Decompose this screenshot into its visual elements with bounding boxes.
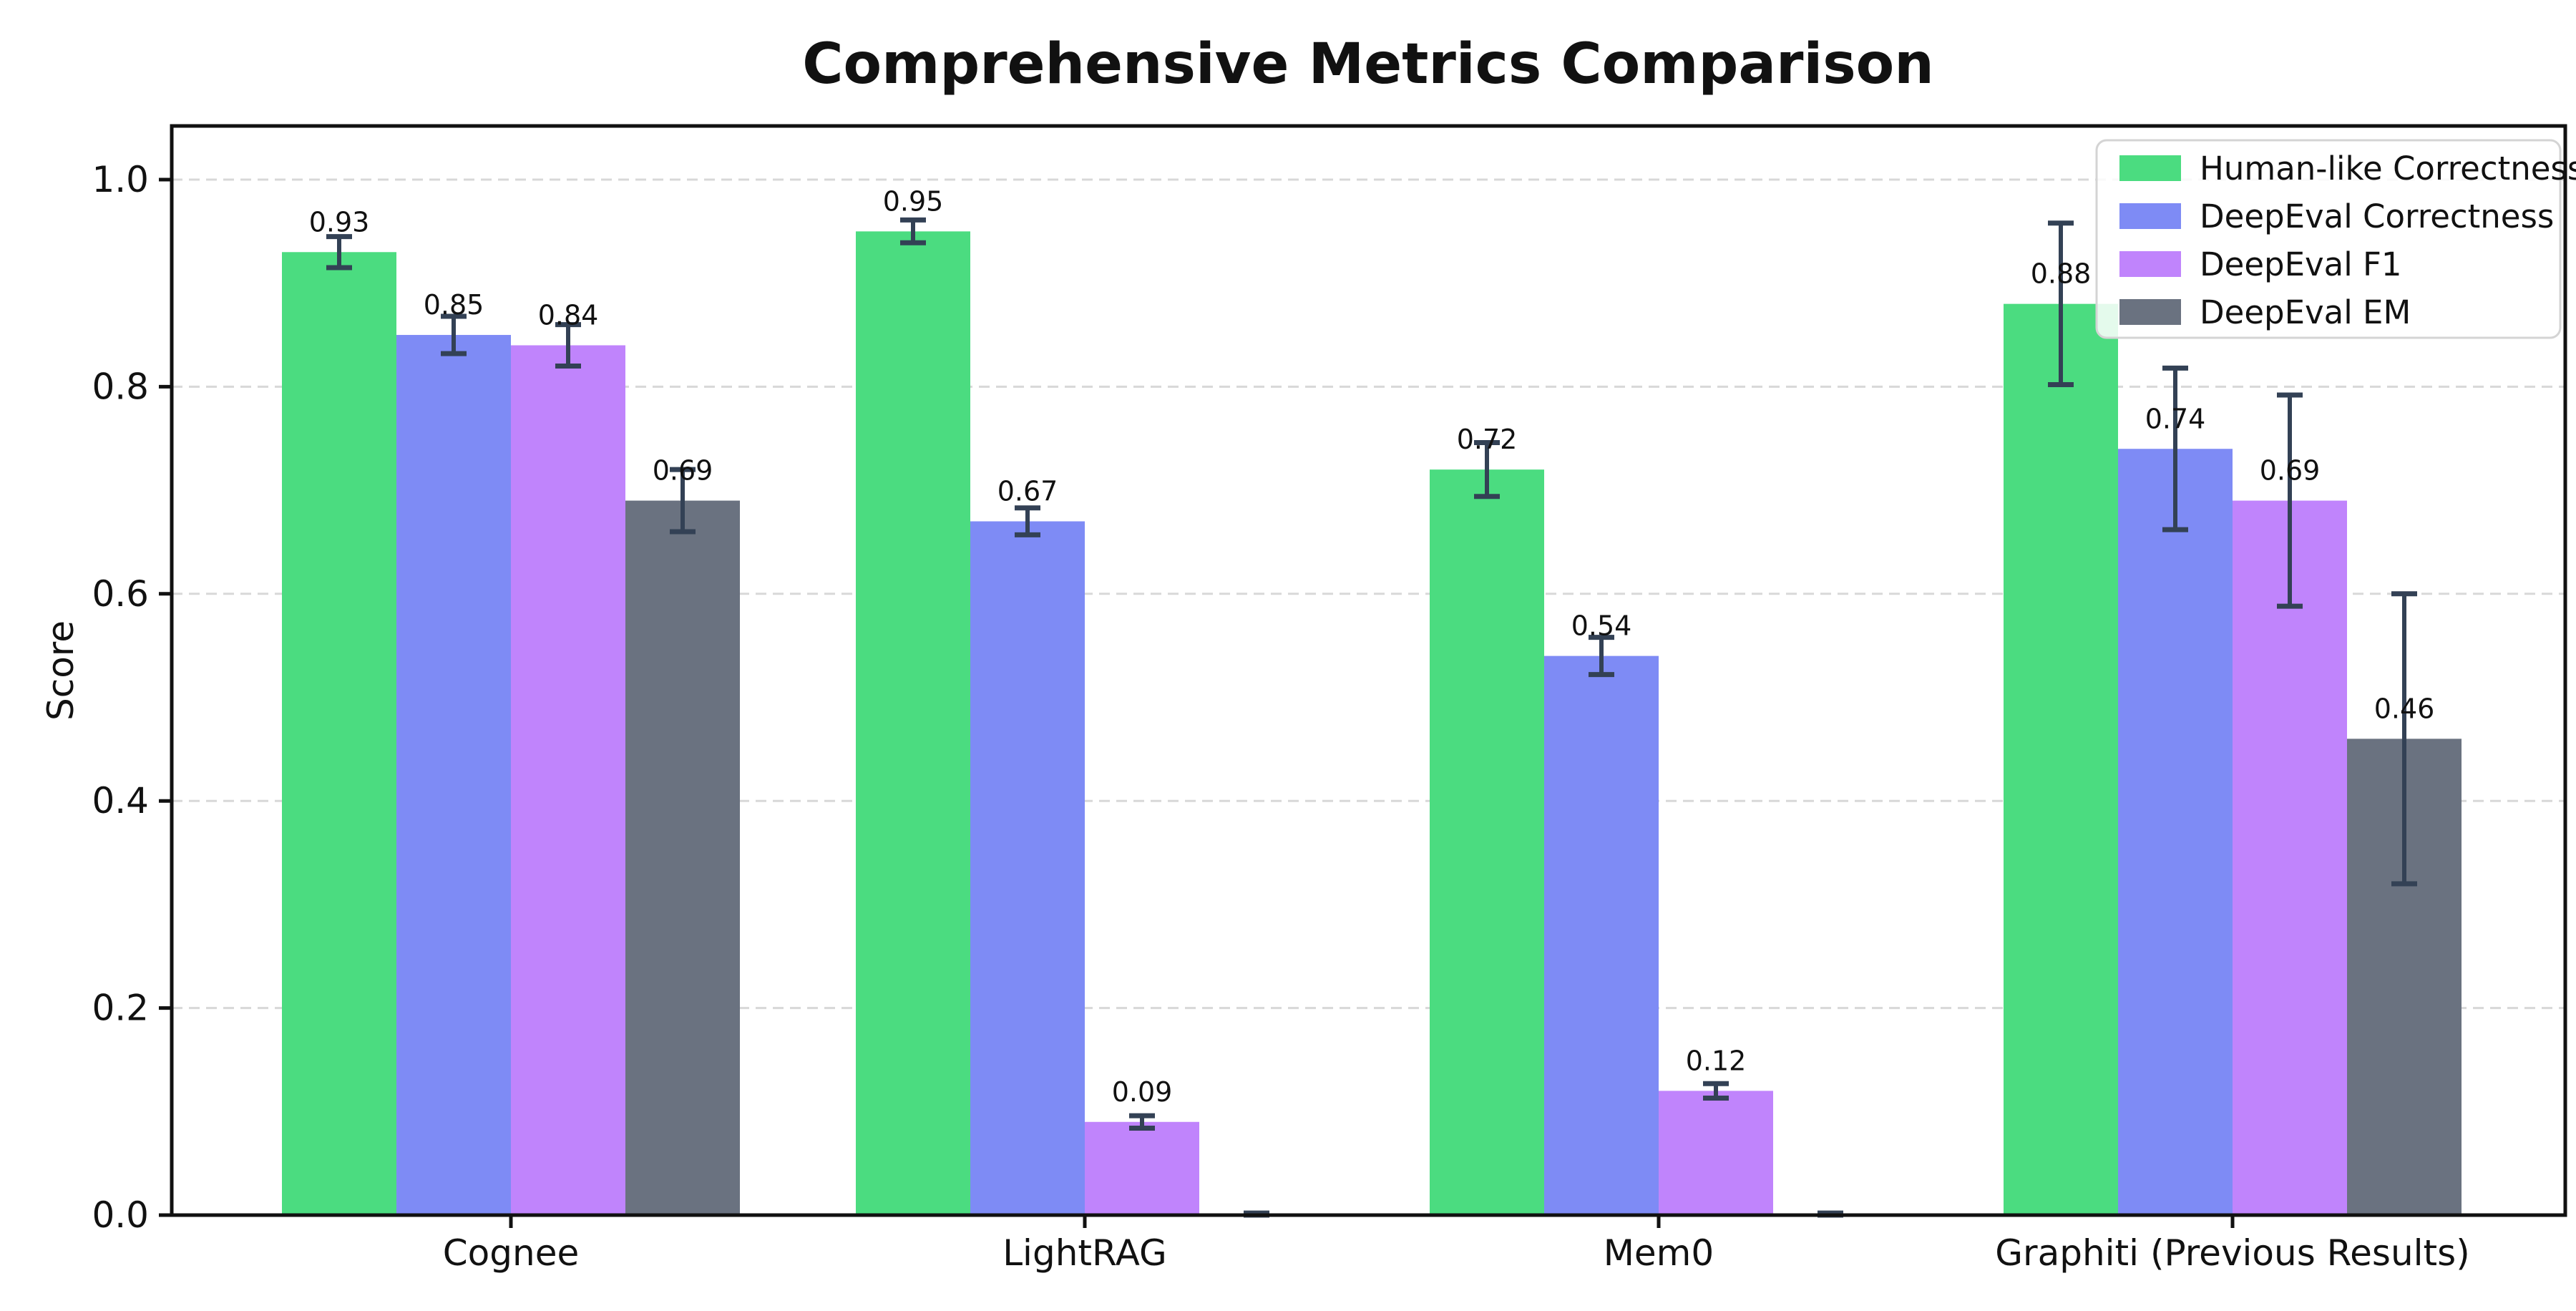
value-label: 0.74 [2145, 403, 2206, 434]
value-label: 0.69 [653, 455, 713, 487]
y-tick-label: 1.0 [92, 159, 149, 200]
legend-item: DeepEval F1 [2119, 245, 2402, 283]
bar [2004, 303, 2118, 1215]
bar [856, 231, 970, 1216]
bar [970, 521, 1085, 1215]
value-label: 0.69 [2260, 455, 2321, 487]
value-label: 0.93 [309, 206, 370, 238]
legend-swatch [2119, 155, 2181, 181]
value-label: 0.84 [538, 300, 599, 331]
value-label: 0.88 [2031, 258, 2092, 290]
legend-label: DeepEval Correctness [2200, 198, 2554, 235]
plot-border [170, 124, 2567, 1217]
legend-label: DeepEval EM [2200, 293, 2411, 331]
bar [2118, 449, 2233, 1215]
value-label: 0.67 [997, 476, 1058, 507]
legend-box [2095, 139, 2562, 339]
value-label: 0.95 [883, 185, 944, 217]
bar [625, 500, 740, 1215]
legend-label: DeepEval F1 [2200, 245, 2402, 283]
chart-title: Comprehensive Metrics Comparison [802, 32, 1933, 97]
legend-swatch [2119, 203, 2181, 229]
y-tick-label: 0.8 [92, 366, 149, 407]
bars-layer [282, 231, 2462, 1216]
value-label: 0.12 [1686, 1045, 1747, 1076]
legend-label: Human-like Correctness [2200, 150, 2576, 187]
x-tick-label: Cognee [443, 1232, 579, 1274]
legend-item: DeepEval Correctness [2119, 198, 2554, 235]
value-label: 0.46 [2374, 693, 2435, 724]
y-tick-label: 0.2 [92, 988, 149, 1029]
metrics-comparison-chart: 0.93 0.95 0.72 0.88 0.85 0.67 0.54 0.74 0.84 0.09… [29, 11, 2576, 1300]
x-tick-label: LightRAG [1002, 1232, 1167, 1274]
value-label: 0.72 [1457, 424, 1518, 455]
bar [1085, 1121, 1199, 1215]
bar [1544, 656, 1659, 1215]
value-label: 0.09 [1112, 1076, 1173, 1108]
axes-layer: 0.0 0.2 0.4 0.6 0.8 1.0 Cognee LightRAG Mem0 Grap… [92, 124, 2567, 1274]
y-tick-label: 0.4 [92, 780, 149, 822]
chart-canvas: 0.93 0.95 0.72 0.88 0.85 0.67 0.54 0.74 0.84 0.09… [40, 32, 2576, 1274]
bar [2233, 500, 2347, 1215]
bar [1659, 1091, 1773, 1215]
value-label: 0.85 [424, 289, 484, 321]
y-tick-label: 0.6 [92, 573, 149, 615]
error-bars-layer [326, 217, 2417, 1218]
bar [511, 345, 625, 1215]
y-axis-label: Score [40, 620, 82, 721]
bar [396, 335, 511, 1215]
x-tick-label: Mem0 [1604, 1232, 1714, 1274]
legend-item: Human-like Correctness [2119, 150, 2576, 187]
value-label: 0.54 [1571, 610, 1632, 642]
x-tick-label: Graphiti (Previous Results) [1995, 1232, 2469, 1274]
bar [1430, 469, 1544, 1216]
y-tick-label: 0.0 [92, 1194, 149, 1236]
legend: Human-like Correctness DeepEval Correctne… [2095, 139, 2576, 339]
legend-swatch [2119, 299, 2181, 325]
value-labels-layer: 0.93 0.95 0.72 0.88 0.85 0.67 0.54 0.74 0.84 0.09… [309, 185, 2435, 1107]
legend-item: DeepEval EM [2119, 293, 2411, 331]
legend-swatch [2119, 251, 2181, 277]
bar [282, 252, 396, 1215]
